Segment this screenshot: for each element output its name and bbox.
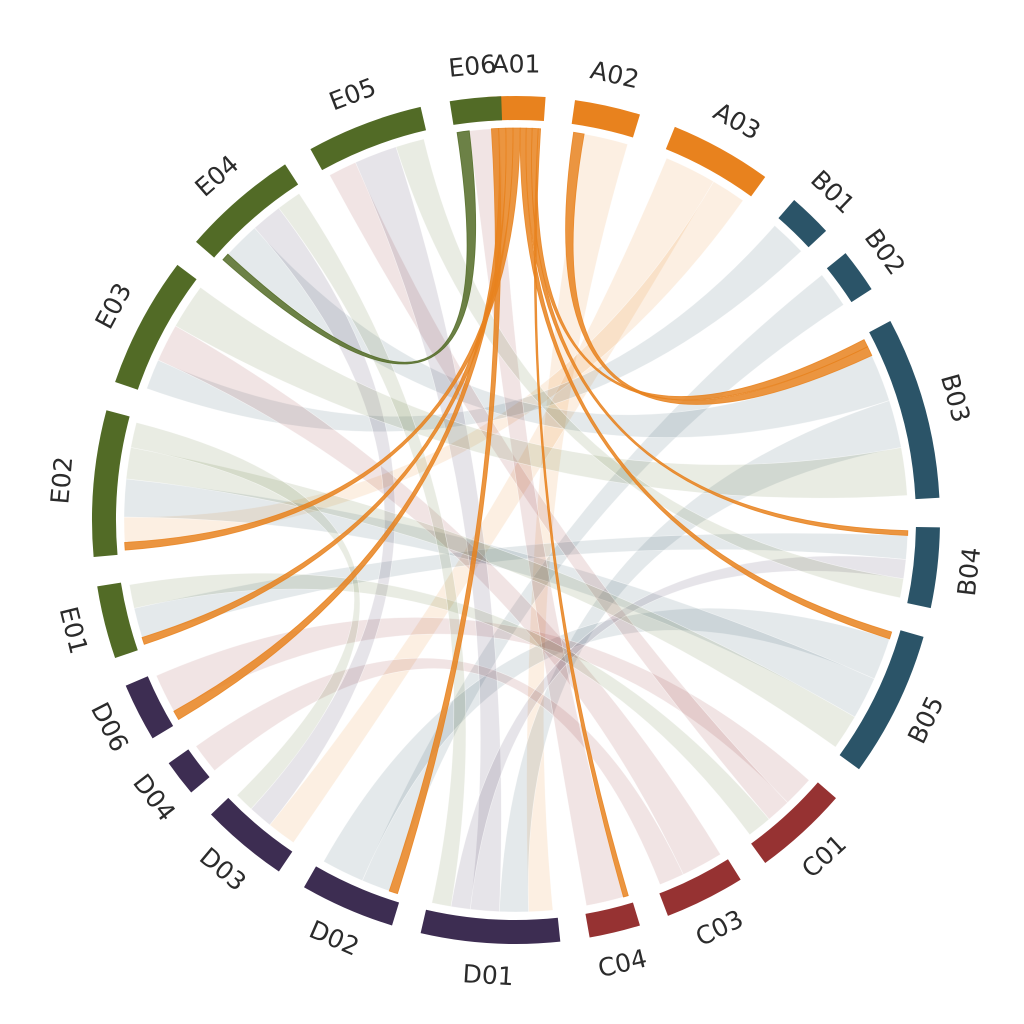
segment-arc-b02 — [826, 253, 872, 303]
segment-arc-d03 — [210, 797, 293, 872]
chord-link-b03-d01 — [499, 400, 902, 913]
chord-link-e05-b04 — [395, 138, 904, 599]
segment-label-e05: E05 — [325, 72, 380, 116]
chord-link-a02-b03 — [565, 131, 873, 405]
chord-link-e04-d01 — [278, 193, 467, 907]
segment-arc-c01 — [751, 782, 836, 864]
segment-arc-e05 — [310, 106, 427, 171]
segment-arc-e04 — [196, 164, 299, 258]
segment-arc-b05 — [839, 630, 924, 770]
segment-label-c01: C01 — [796, 829, 852, 884]
segment-label-b03: B03 — [935, 371, 976, 426]
chord-link-e01-c01 — [129, 572, 770, 836]
segment-arc-a03 — [665, 126, 766, 197]
segment-label-e04: E04 — [189, 149, 244, 202]
segment-label-d06: D06 — [85, 698, 134, 757]
chord-link-a01-e02 — [124, 127, 521, 551]
chord-link-a01-c04 — [534, 128, 629, 898]
segment-label-a03: A03 — [709, 97, 766, 146]
chord-link-d01-e05 — [355, 146, 502, 912]
segment-arc-b03 — [869, 320, 940, 500]
segment-label-e02: E02 — [45, 455, 78, 505]
segment-label-b01: B01 — [805, 165, 860, 220]
highlighted-links-layer — [124, 127, 909, 898]
segment-label-a01: A01 — [492, 50, 541, 79]
segment-arc-e02 — [92, 410, 130, 557]
segment-arc-e03 — [115, 264, 197, 390]
chord-link-c03-d04 — [195, 657, 684, 885]
segment-label-c03: C03 — [691, 904, 748, 952]
segment-label-b05: B05 — [902, 692, 950, 749]
segment-label-d01: D01 — [462, 959, 515, 991]
segment-arc-c04 — [585, 902, 640, 938]
segment-label-e03: E03 — [89, 278, 137, 334]
segment-label-d03: D03 — [194, 842, 252, 897]
chord-link-e03-b03 — [175, 286, 908, 499]
segment-arc-d01 — [420, 909, 561, 944]
segment-label-e01: E01 — [54, 604, 94, 657]
chord-link-a01-b03 — [531, 127, 869, 401]
segment-label-a02: A02 — [588, 55, 642, 94]
segment-label-b02: B02 — [859, 224, 911, 281]
segment-label-b04: B04 — [952, 546, 986, 598]
segment-label-d02: D02 — [305, 915, 363, 962]
segment-arc-d06 — [125, 676, 174, 739]
segment-arc-b01 — [778, 200, 827, 248]
chord-link-b01-e03 — [146, 225, 802, 432]
chord-link-e02-b05 — [125, 447, 856, 748]
segment-arc-b04 — [907, 526, 940, 609]
segment-arc-d02 — [304, 866, 400, 926]
chord-link-c01-e05 — [329, 161, 789, 820]
segment-arc-c03 — [659, 859, 741, 916]
segment-label-d04: D04 — [127, 769, 181, 827]
segment-label-c04: C04 — [595, 944, 650, 984]
segment-arc-e06 — [449, 96, 503, 125]
chord-link-c03-e03 — [157, 325, 721, 875]
segment-arc-e01 — [97, 582, 138, 659]
chord-link-e02-d03 — [130, 422, 361, 810]
chord-link-e06-e04 — [222, 130, 476, 365]
segment-arcs-layer — [92, 96, 940, 944]
segment-arc-a02 — [571, 100, 640, 138]
chord-link-b05-e02 — [123, 478, 875, 718]
segment-arc-d04 — [168, 749, 210, 793]
segment-label-e06: E06 — [447, 49, 497, 82]
chord-link-d01-b04 — [450, 555, 907, 910]
